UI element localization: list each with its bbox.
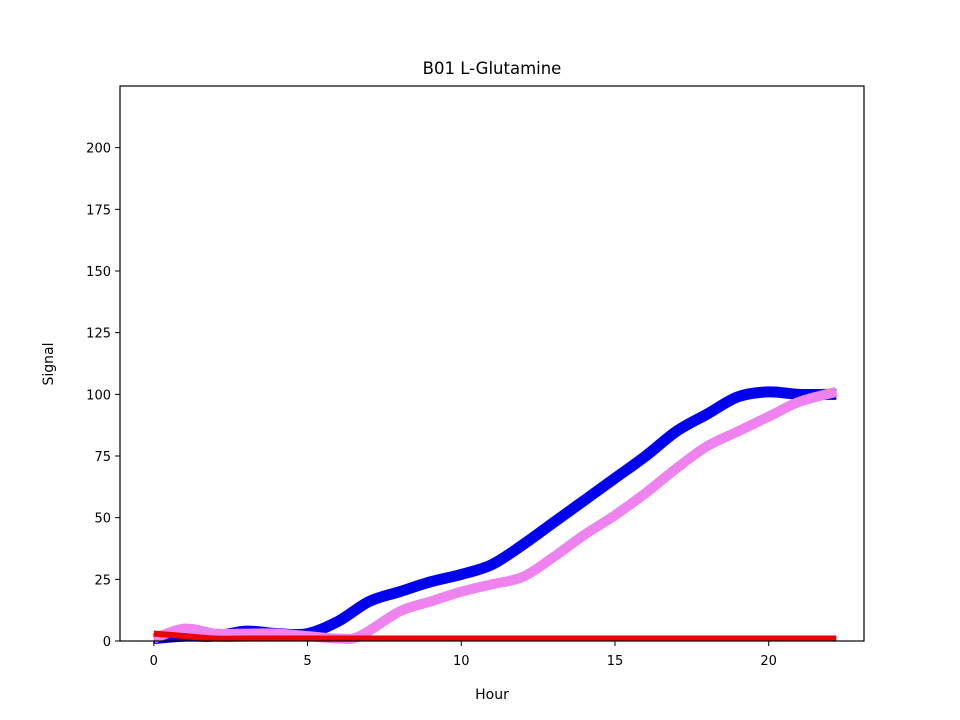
y-tick-label: 0 bbox=[103, 635, 111, 650]
y-tick-label: 75 bbox=[94, 450, 111, 465]
x-axis: 0 5 10 15 20 bbox=[150, 641, 777, 669]
x-tick-label: 20 bbox=[760, 654, 777, 669]
chart-title: B01 L-Glutamine bbox=[423, 59, 562, 78]
x-tick-label: 15 bbox=[607, 654, 624, 669]
x-tick-label: 5 bbox=[303, 654, 311, 669]
x-tick-label: 10 bbox=[453, 654, 470, 669]
series-layer bbox=[152, 386, 838, 645]
y-tick-label: 25 bbox=[94, 573, 111, 588]
y-tick-label: 100 bbox=[86, 388, 111, 403]
y-tick-label: 50 bbox=[94, 512, 111, 527]
plot-frame bbox=[119, 85, 865, 642]
y-tick-label: 200 bbox=[86, 142, 111, 157]
y-tick-label: 150 bbox=[86, 265, 111, 280]
series-line-red bbox=[153, 630, 837, 642]
y-axis-label: Signal bbox=[41, 342, 57, 385]
y-tick-label: 125 bbox=[86, 327, 111, 342]
y-axis: 0 25 50 75 100 125 150 175 200 bbox=[86, 142, 120, 650]
y-tick-label: 175 bbox=[86, 203, 111, 218]
x-tick-label: 0 bbox=[150, 654, 158, 669]
x-axis-label: Hour bbox=[475, 687, 509, 703]
series-line-violet bbox=[152, 387, 838, 644]
plot-area bbox=[120, 86, 864, 641]
